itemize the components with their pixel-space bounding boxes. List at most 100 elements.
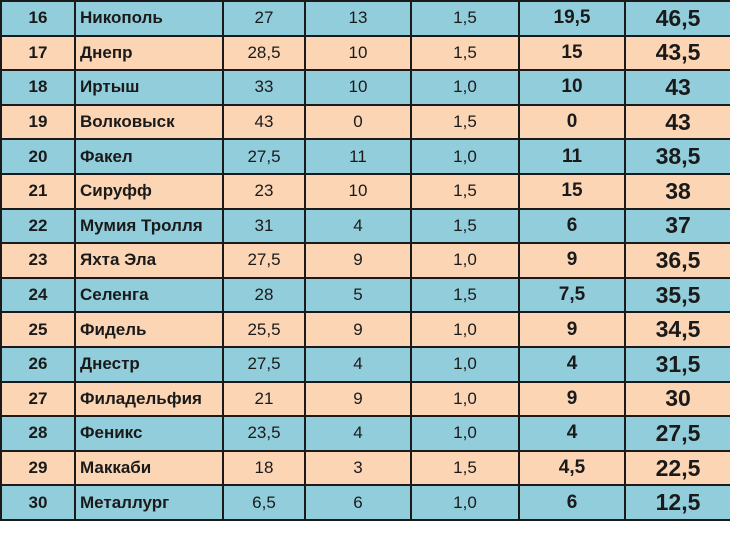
total-score-cell: 43,5 [624, 34, 730, 72]
team-name-cell: Сируфф [74, 172, 224, 210]
score-d-cell: 11 [518, 138, 626, 175]
table-row: 23 Яхта Эла 27,5 9 1,0 9 36,5 [0, 242, 730, 279]
coefficient-cell: 1,0 [410, 380, 520, 418]
standings-table: 16 Никополь 27 13 1,5 19,5 46,5 17 Днепр 28,5 10 1,… [0, 0, 730, 521]
total-score-cell: 37 [624, 207, 730, 245]
table-row: 19 Волковыск 43 0 1,5 0 43 [0, 103, 730, 141]
coefficient-cell: 1,0 [410, 242, 520, 279]
coefficient-cell: 1,5 [410, 172, 520, 210]
score-d-cell: 0 [518, 103, 626, 141]
score-b-cell: 10 [304, 69, 412, 106]
team-name-cell: Фидель [74, 311, 224, 348]
score-b-cell: 13 [304, 0, 412, 37]
table-row: 17 Днепр 28,5 10 1,5 15 43,5 [0, 34, 730, 72]
rank-cell: 20 [0, 138, 76, 175]
coefficient-cell: 1,0 [410, 484, 520, 521]
total-score-cell: 46,5 [624, 0, 730, 37]
score-a-cell: 28,5 [222, 34, 306, 72]
total-score-cell: 22,5 [624, 449, 730, 487]
score-a-cell: 27,5 [222, 345, 306, 383]
score-a-cell: 43 [222, 103, 306, 141]
total-score-cell: 43 [624, 103, 730, 141]
score-a-cell: 27 [222, 0, 306, 37]
coefficient-cell: 1,5 [410, 0, 520, 37]
team-name-cell: Днестр [74, 345, 224, 383]
total-score-cell: 36,5 [624, 242, 730, 279]
standings-table-body: 16 Никополь 27 13 1,5 19,5 46,5 17 Днепр 28,5 10 1,… [0, 0, 730, 521]
coefficient-cell: 1,0 [410, 69, 520, 106]
rank-cell: 30 [0, 484, 76, 521]
score-d-cell: 9 [518, 242, 626, 279]
rank-cell: 28 [0, 415, 76, 452]
table-row: 28 Феникс 23,5 4 1,0 4 27,5 [0, 415, 730, 452]
team-name-cell: Никополь [74, 0, 224, 37]
coefficient-cell: 1,5 [410, 34, 520, 72]
score-d-cell: 15 [518, 34, 626, 72]
table-row: 18 Иртыш 33 10 1,0 10 43 [0, 69, 730, 106]
score-b-cell: 9 [304, 242, 412, 279]
table-row: 20 Факел 27,5 11 1,0 11 38,5 [0, 138, 730, 175]
team-name-cell: Яхта Эла [74, 242, 224, 279]
score-a-cell: 27,5 [222, 242, 306, 279]
score-d-cell: 4,5 [518, 449, 626, 487]
rank-cell: 22 [0, 207, 76, 245]
score-b-cell: 11 [304, 138, 412, 175]
score-a-cell: 18 [222, 449, 306, 487]
score-d-cell: 6 [518, 207, 626, 245]
score-a-cell: 23 [222, 172, 306, 210]
table-row: 16 Никополь 27 13 1,5 19,5 46,5 [0, 0, 730, 37]
score-d-cell: 6 [518, 484, 626, 521]
total-score-cell: 30 [624, 380, 730, 418]
rank-cell: 23 [0, 242, 76, 279]
total-score-cell: 35,5 [624, 276, 730, 314]
score-d-cell: 15 [518, 172, 626, 210]
score-b-cell: 10 [304, 172, 412, 210]
rank-cell: 25 [0, 311, 76, 348]
rank-cell: 29 [0, 449, 76, 487]
coefficient-cell: 1,5 [410, 103, 520, 141]
total-score-cell: 34,5 [624, 311, 730, 348]
coefficient-cell: 1,0 [410, 138, 520, 175]
coefficient-cell: 1,5 [410, 276, 520, 314]
table-row: 29 Маккаби 18 3 1,5 4,5 22,5 [0, 449, 730, 487]
total-score-cell: 31,5 [624, 345, 730, 383]
rank-cell: 17 [0, 34, 76, 72]
team-name-cell: Металлург [74, 484, 224, 521]
coefficient-cell: 1,0 [410, 415, 520, 452]
team-name-cell: Факел [74, 138, 224, 175]
score-d-cell: 7,5 [518, 276, 626, 314]
table-row: 24 Селенга 28 5 1,5 7,5 35,5 [0, 276, 730, 314]
team-name-cell: Феникс [74, 415, 224, 452]
rank-cell: 19 [0, 103, 76, 141]
table-row: 26 Днестр 27,5 4 1,0 4 31,5 [0, 345, 730, 383]
table-row: 27 Филадельфия 21 9 1,0 9 30 [0, 380, 730, 418]
team-name-cell: Маккаби [74, 449, 224, 487]
team-name-cell: Днепр [74, 34, 224, 72]
score-b-cell: 0 [304, 103, 412, 141]
score-a-cell: 31 [222, 207, 306, 245]
score-b-cell: 5 [304, 276, 412, 314]
team-name-cell: Волковыск [74, 103, 224, 141]
score-a-cell: 6,5 [222, 484, 306, 521]
total-score-cell: 43 [624, 69, 730, 106]
team-name-cell: Филадельфия [74, 380, 224, 418]
rank-cell: 24 [0, 276, 76, 314]
rank-cell: 27 [0, 380, 76, 418]
score-a-cell: 28 [222, 276, 306, 314]
score-b-cell: 9 [304, 380, 412, 418]
score-d-cell: 9 [518, 380, 626, 418]
score-a-cell: 27,5 [222, 138, 306, 175]
table-row: 25 Фидель 25,5 9 1,0 9 34,5 [0, 311, 730, 348]
team-name-cell: Мумия Тролля [74, 207, 224, 245]
coefficient-cell: 1,0 [410, 311, 520, 348]
total-score-cell: 27,5 [624, 415, 730, 452]
total-score-cell: 38,5 [624, 138, 730, 175]
score-d-cell: 4 [518, 415, 626, 452]
score-b-cell: 4 [304, 415, 412, 452]
score-b-cell: 9 [304, 311, 412, 348]
score-a-cell: 33 [222, 69, 306, 106]
score-b-cell: 6 [304, 484, 412, 521]
table-row: 22 Мумия Тролля 31 4 1,5 6 37 [0, 207, 730, 245]
score-b-cell: 4 [304, 345, 412, 383]
score-d-cell: 19,5 [518, 0, 626, 37]
